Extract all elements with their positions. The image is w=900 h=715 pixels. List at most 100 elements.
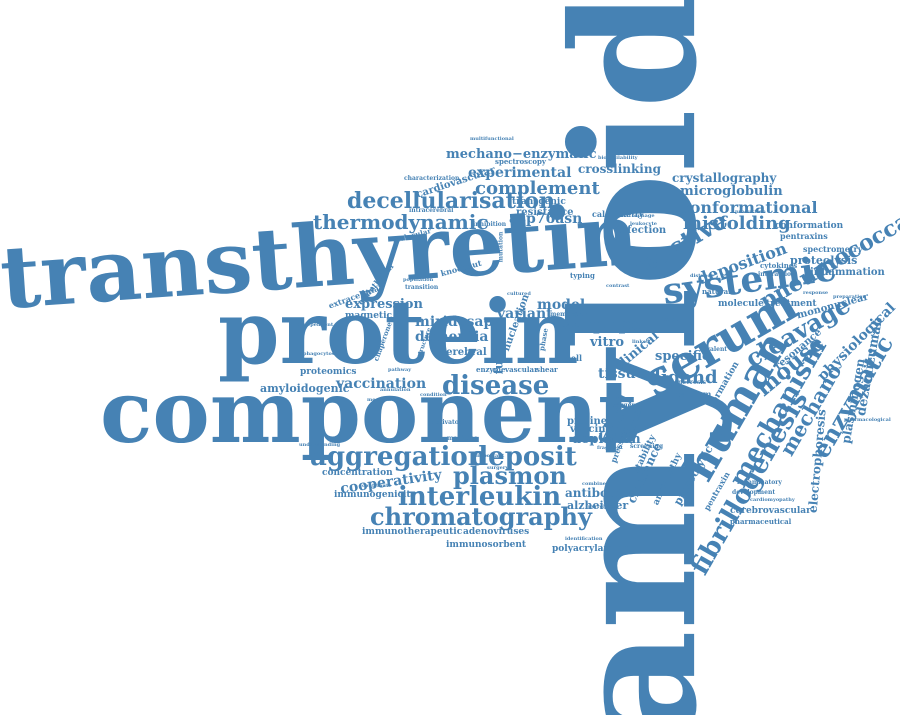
word-pyrrolidine: pyrrolidine: [588, 504, 620, 510]
word-surgery: surgery: [487, 465, 509, 471]
word-concentration: concentration: [322, 468, 393, 478]
word-plasmon: plasmon: [453, 461, 567, 490]
word-spectrometry: spectrometry: [803, 244, 863, 254]
word-cphpc: cphpc: [582, 314, 643, 335]
word-vaccine: vaccine: [570, 424, 612, 435]
word-disease: disease: [442, 371, 550, 401]
word-decellularisation: decellularisation: [347, 188, 555, 214]
word-mechanical: mechanical: [367, 397, 400, 403]
word-production: production: [735, 209, 766, 215]
word-understanding: understanding: [299, 442, 341, 448]
word-enzyme: enzyme: [476, 365, 506, 374]
word-chromatography: chromatography: [370, 502, 592, 531]
word-treatment: treatment: [766, 299, 817, 309]
word-pathway: pathway: [388, 367, 412, 373]
word-natural: natural: [702, 287, 731, 296]
word-typing: typing: [570, 271, 595, 280]
word-interleukin: interleukin: [398, 482, 562, 512]
word-depletion: depletion: [572, 432, 641, 447]
word-inflammatory: inflammatory: [737, 479, 782, 486]
word-crystallography: crystallography: [672, 171, 777, 185]
word-memory: memory: [550, 311, 578, 318]
word-adenoviruses: adenoviruses: [463, 527, 530, 537]
word-condition: condition: [420, 392, 447, 398]
word-cell: cell: [566, 353, 583, 363]
word-transgenic: transgenic: [512, 197, 566, 207]
word-activator: activator: [432, 419, 462, 426]
word-immunosorbent: immunosorbent: [446, 540, 527, 550]
word-inhibition: inhibition: [473, 221, 507, 228]
word-model: model: [537, 297, 586, 313]
word-spectroscopy: spectroscopy: [495, 157, 546, 166]
word-trigger: trigger: [611, 402, 635, 409]
word-drug: drug: [573, 311, 589, 318]
word-conformation: conformation: [775, 221, 844, 231]
word-antibodies: antibodies: [565, 486, 636, 500]
word-important: important: [476, 453, 505, 459]
word-expression: expression: [345, 297, 423, 312]
word-type: type: [561, 319, 581, 329]
word-transition: transition: [405, 284, 439, 291]
word-complement: complement: [475, 178, 600, 199]
word-protein: protein: [218, 280, 579, 384]
word-population: population: [403, 277, 434, 283]
word-shear: shear: [536, 365, 558, 374]
word-contribute: contribute: [362, 483, 392, 489]
word-proline: proline: [567, 416, 608, 427]
word-thermodynamic: thermodynamic: [313, 210, 489, 234]
word-linked: linked: [632, 339, 650, 345]
word-bivalent: bivalent: [700, 346, 728, 353]
word-proteolysis: proteolysis: [790, 254, 858, 267]
word-aggregation: aggregation: [310, 442, 487, 472]
word-combined: combined: [582, 481, 610, 487]
word-identification: identification: [565, 536, 603, 542]
word-fragment: fragment: [597, 445, 623, 451]
word-response: response: [803, 290, 829, 296]
word-cardiomyopathy: cardiomyopathy: [750, 497, 795, 503]
word-vascular: vascular: [505, 365, 538, 374]
word-deposit: deposit: [470, 442, 577, 472]
word-dementia: dementia: [415, 329, 489, 345]
word-vaccination: vaccination: [336, 376, 427, 392]
word-tissue: tissue: [598, 366, 645, 382]
word-bioavailability: bioavailability: [598, 155, 638, 161]
word-pentraxins: pentraxins: [780, 231, 828, 241]
word-infection: infection: [616, 225, 667, 236]
word-specific: specific: [655, 349, 710, 364]
word-vitro: vitro: [590, 335, 625, 350]
word-target: target: [662, 316, 683, 323]
word-contrast: contrast: [606, 283, 630, 289]
word-pharmaceutical: pharmaceutical: [730, 517, 792, 526]
word-molecule: molecule: [718, 299, 764, 309]
word-proteomics: proteomics: [300, 367, 357, 377]
word-cerebrovascular: cerebrovascular: [730, 506, 811, 516]
word-polyacrylamide: polyacrylamide: [552, 544, 629, 554]
word-miridesap: miridesap: [415, 314, 494, 330]
word-amyloidogenic: amyloidogenic: [260, 382, 350, 395]
word-conformational: conformational: [680, 198, 818, 217]
word-annulation: annulation: [380, 387, 411, 393]
word-microglobulin: microglobulin: [680, 184, 783, 199]
word-mechano-enzymatic: mechano−enzymatic: [446, 147, 597, 162]
word-macrophage: macrophage: [620, 213, 655, 219]
word-cultured: cultured: [507, 291, 531, 297]
word-multifunctional: multifunctional: [470, 136, 514, 142]
word-inflammation: inflammation: [810, 267, 885, 278]
word-phagocytosis: phagocytosis: [303, 351, 340, 357]
word-asp76asn: asp76asn: [509, 211, 583, 227]
word-cerebral: cerebral: [440, 347, 487, 358]
word-variant: variant: [497, 306, 553, 322]
word-development: development: [732, 489, 776, 496]
word-immunogenicity: immunogenicity: [334, 490, 416, 500]
word-independent: independent: [298, 322, 334, 328]
word-characterization: characterization: [404, 175, 460, 182]
word-ligand: ligand: [654, 367, 718, 388]
word-calcium: calcium: [676, 389, 712, 399]
word-necrosis: necrosis: [678, 379, 707, 386]
word-crosslinking: crosslinking: [578, 162, 661, 176]
word-experimental: experimental: [468, 165, 572, 181]
word-pharmacological: pharmacological: [844, 417, 891, 423]
word-misfolding: misfolding: [683, 213, 791, 234]
word-preparation: preparation: [833, 294, 867, 300]
